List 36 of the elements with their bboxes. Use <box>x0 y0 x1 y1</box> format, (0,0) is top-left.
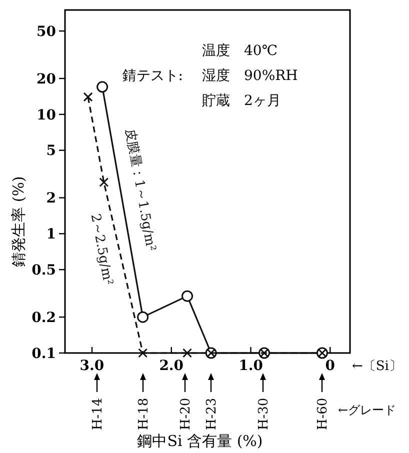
point <box>83 92 93 102</box>
text: H-14 <box>90 398 106 430</box>
text: ←グレード <box>338 403 396 417</box>
y-tick-label: 0.1 <box>32 346 56 362</box>
x-tick-label: 0 <box>325 358 336 374</box>
x-tick-label: 2.0 <box>159 358 184 374</box>
y-tick-label: 5 <box>46 143 56 160</box>
x-axis-title: 鋼中Si 含有量 (%) <box>137 432 263 450</box>
annotation: 温度 40℃ <box>202 43 278 59</box>
text: 2～2.5g/m² <box>87 212 116 286</box>
text: H-60 <box>316 398 331 430</box>
y-tick-label: 2 <box>46 190 56 207</box>
y-tick-label: 10 <box>36 107 56 124</box>
text: 皮膜量：1～1.5g/m² <box>122 127 158 252</box>
point <box>99 177 109 187</box>
point <box>137 311 149 323</box>
text: H-20 <box>178 398 194 430</box>
annotation: 湿度 90%RH <box>202 68 298 84</box>
point <box>138 348 148 358</box>
y-axis-title: 錆発生率 (%) <box>9 176 28 267</box>
text: H-30 <box>256 398 272 430</box>
annotation: 貯蔵 2ヶ月 <box>202 93 281 109</box>
y-tick-label: 0.2 <box>32 310 56 326</box>
point <box>182 290 194 302</box>
point <box>96 81 108 93</box>
annotation: 錆テスト: <box>122 68 183 84</box>
x-tick-label: 3.0 <box>80 358 104 374</box>
text: H-18 <box>136 398 152 430</box>
y-tick-label: 20 <box>36 71 56 88</box>
text: ←〔Si〕 <box>352 359 402 374</box>
text: H-23 <box>204 398 220 430</box>
x-tick-label: 1.0 <box>238 358 264 374</box>
y-tick-label: 1 <box>46 226 56 243</box>
y-tick-label: 0.5 <box>32 262 56 279</box>
y-tick-label: 50 <box>36 24 56 40</box>
point <box>182 348 192 358</box>
